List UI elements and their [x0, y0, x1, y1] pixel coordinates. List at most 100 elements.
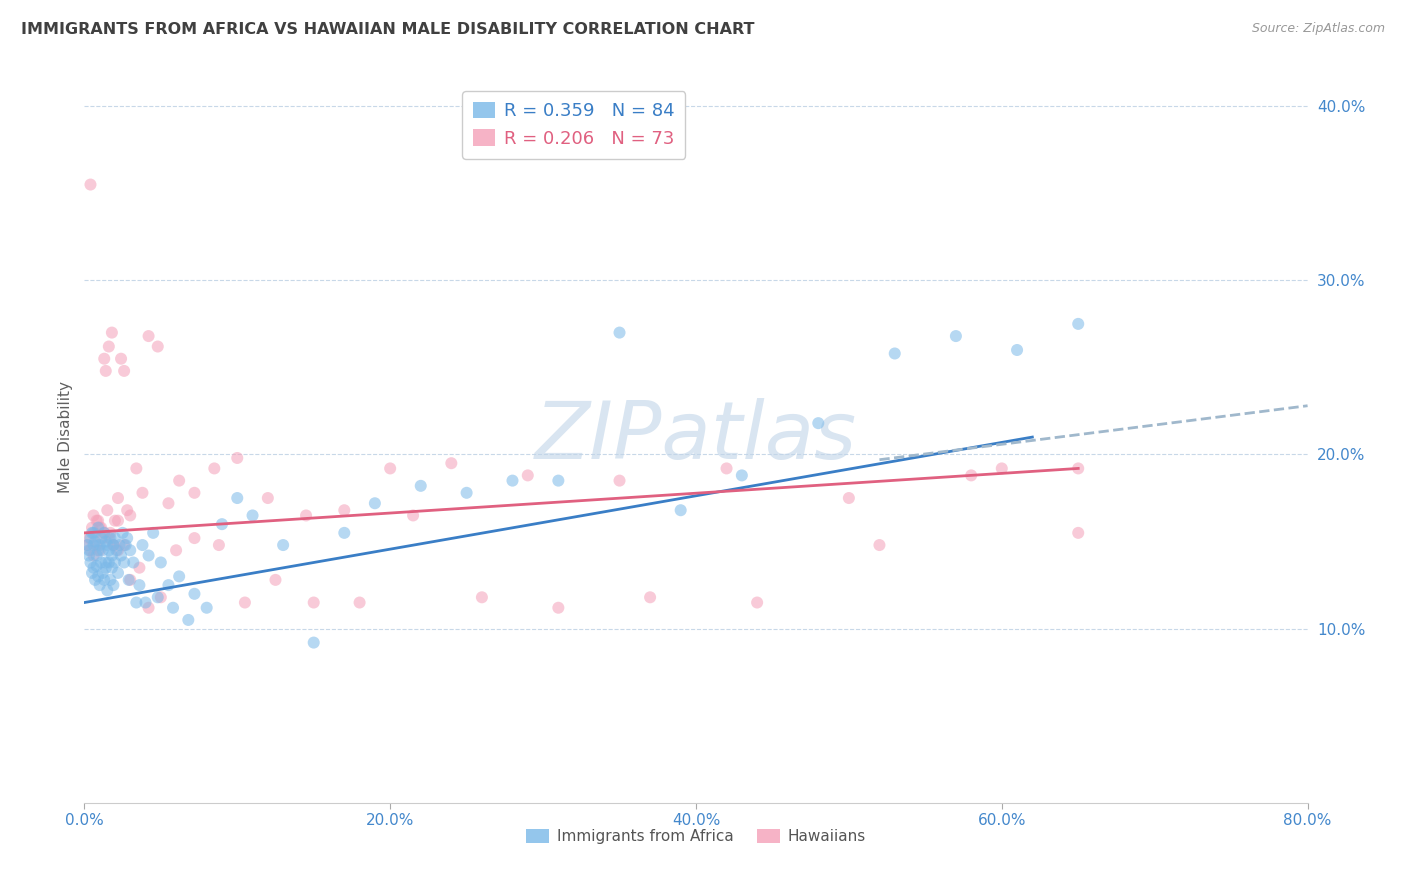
Point — [131, 485, 153, 500]
Point — [94, 560, 117, 574]
Point — [547, 600, 569, 615]
Point — [107, 566, 129, 580]
Point — [112, 538, 135, 552]
Point — [162, 600, 184, 615]
Point — [83, 538, 105, 552]
Point — [120, 573, 142, 587]
Point — [138, 600, 160, 615]
Point — [103, 538, 125, 552]
Point — [167, 474, 190, 488]
Point — [333, 503, 356, 517]
Point — [138, 549, 160, 563]
Point — [991, 461, 1014, 475]
Point — [202, 461, 225, 475]
Point — [157, 496, 180, 510]
Point — [146, 591, 169, 605]
Legend: Immigrants from Africa, Hawaiians: Immigrants from Africa, Hawaiians — [520, 822, 872, 850]
Point — [157, 578, 180, 592]
Point — [103, 538, 125, 552]
Point — [183, 587, 205, 601]
Point — [83, 560, 105, 574]
Point — [960, 468, 983, 483]
Point — [807, 416, 830, 430]
Point — [91, 566, 114, 580]
Point — [609, 474, 631, 488]
Point — [83, 549, 105, 563]
Point — [104, 556, 127, 570]
Point — [233, 595, 256, 609]
Point — [333, 525, 356, 540]
Point — [76, 538, 98, 552]
Point — [101, 326, 124, 340]
Text: IMMIGRANTS FROM AFRICA VS HAWAIIAN MALE DISABILITY CORRELATION CHART: IMMIGRANTS FROM AFRICA VS HAWAIIAN MALE … — [21, 22, 755, 37]
Point — [638, 591, 661, 605]
Point — [110, 549, 132, 563]
Point — [89, 521, 111, 535]
Text: Source: ZipAtlas.com: Source: ZipAtlas.com — [1251, 22, 1385, 36]
Point — [128, 578, 150, 592]
Point — [96, 538, 118, 552]
Point — [112, 556, 135, 570]
Point — [76, 538, 98, 552]
Point — [211, 517, 233, 532]
Point — [208, 538, 231, 552]
Point — [101, 560, 124, 574]
Point — [1005, 343, 1028, 357]
Point — [177, 613, 200, 627]
Point — [79, 178, 101, 192]
Point — [669, 503, 692, 517]
Point — [105, 543, 128, 558]
Point — [80, 525, 103, 540]
Point — [349, 595, 371, 609]
Point — [84, 573, 107, 587]
Point — [120, 543, 142, 558]
Point — [94, 556, 117, 570]
Point — [87, 521, 110, 535]
Point — [93, 525, 115, 540]
Point — [115, 531, 138, 545]
Point — [1067, 525, 1090, 540]
Point — [94, 534, 117, 549]
Point — [149, 556, 172, 570]
Point — [264, 573, 287, 587]
Point — [97, 531, 120, 545]
Point — [84, 525, 107, 540]
Point — [409, 479, 432, 493]
Point — [302, 595, 325, 609]
Point — [731, 468, 754, 483]
Point — [609, 326, 631, 340]
Point — [380, 461, 402, 475]
Point — [456, 485, 478, 500]
Point — [86, 514, 108, 528]
Point — [98, 531, 121, 545]
Point — [242, 508, 264, 523]
Point — [77, 543, 100, 558]
Point — [90, 531, 112, 545]
Point — [80, 521, 103, 535]
Point — [97, 339, 120, 353]
Point — [87, 514, 110, 528]
Point — [747, 595, 769, 609]
Point — [83, 508, 105, 523]
Point — [111, 525, 134, 540]
Point — [716, 461, 738, 475]
Point — [115, 503, 138, 517]
Point — [112, 364, 135, 378]
Point — [271, 538, 294, 552]
Point — [118, 573, 141, 587]
Point — [945, 329, 967, 343]
Point — [165, 543, 187, 558]
Point — [883, 346, 905, 360]
Point — [110, 351, 132, 366]
Point — [114, 538, 136, 552]
Point — [77, 549, 100, 563]
Point — [183, 531, 205, 545]
Point — [195, 600, 218, 615]
Point — [226, 491, 249, 505]
Point — [96, 503, 118, 517]
Point — [104, 514, 127, 528]
Point — [103, 578, 125, 592]
Point — [98, 573, 121, 587]
Point — [84, 534, 107, 549]
Point — [91, 531, 114, 545]
